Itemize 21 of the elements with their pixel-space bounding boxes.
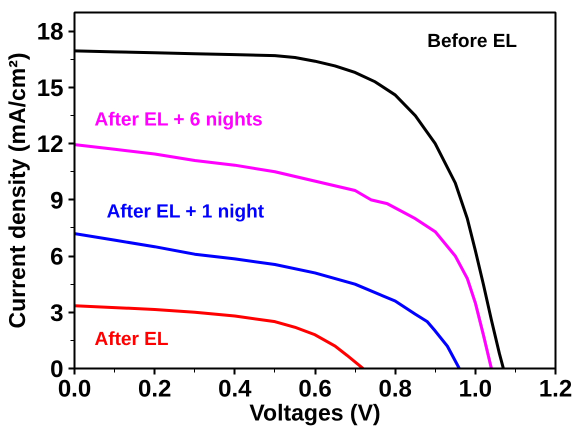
x-tick-label: 0.6 [298, 376, 332, 402]
y-axis-title: Current density (mA/cm²) [4, 52, 30, 329]
y-tick-label: 18 [36, 18, 64, 46]
x-tick-label: 0.4 [218, 376, 252, 402]
x-axis-title: Voltages (V) [249, 400, 381, 426]
series-label: After EL [94, 328, 169, 350]
x-tick-label: 0.2 [138, 376, 172, 402]
x-tick-label: 1.0 [458, 376, 492, 402]
y-tick-label: 15 [36, 74, 64, 102]
line-series [74, 304, 365, 368]
text: Before EL [427, 30, 518, 52]
series-label: After EL + 1 night [106, 201, 265, 222]
y-tick-label: 6 [50, 244, 64, 271]
line-series [74, 232, 461, 368]
series-label: After EL + 6 nights [94, 110, 263, 131]
x-tick-label: 1.2 [538, 376, 572, 402]
line-series [74, 143, 493, 368]
y-tick-label: 3 [50, 300, 64, 327]
y-tick-label: 12 [36, 131, 64, 158]
y-tick-label: 9 [50, 187, 64, 214]
x-tick-label: 0.8 [378, 376, 412, 402]
